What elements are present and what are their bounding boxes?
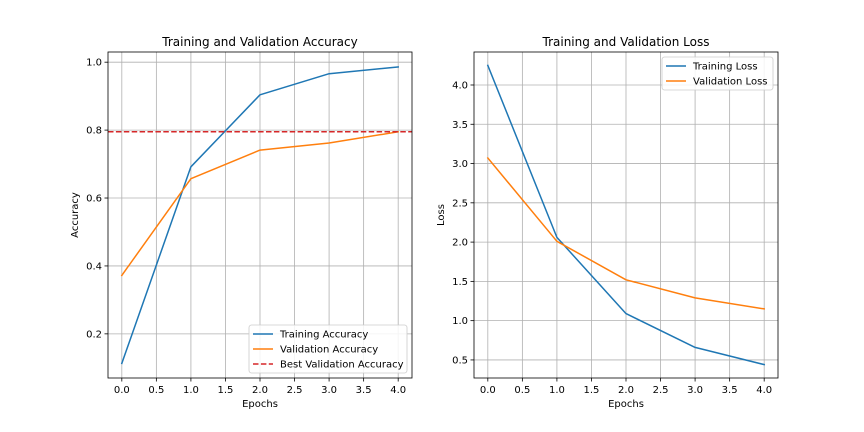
x-tick-label: 1.5 [218,385,234,396]
x-tick-label: 0.5 [148,385,164,396]
y-tick-label: 1.0 [86,58,102,69]
y-tick-label: 3.5 [452,120,468,131]
y-tick-label: 0.5 [452,355,468,366]
series-line-validation [120,130,400,277]
x-tick-label: 2.5 [287,385,303,396]
y-tick-label: 0.8 [86,126,102,137]
x-tick-label: 2.0 [618,385,634,396]
x-tick-label: 2.0 [252,385,268,396]
x-axis-label: Epochs [242,399,278,410]
legend-label-validation: Validation Accuracy [280,345,378,356]
x-tick-label: 2.5 [653,385,669,396]
x-axis-label: Epochs [608,399,644,410]
legend-label-training: Training Accuracy [279,330,368,341]
chart-loss: 0.0 0.5 1.0 1.5 2.0 2.5 3.0 3.5 4.0 0.5 1.0 1.5 2.0 2… [436,35,779,410]
chart-accuracy: 0.0 0.5 1.0 1.5 2.0 2.5 3.0 3.5 4.0 0.2 0.4 0.6 0.8 1… [70,35,413,410]
legend-label-training: Training Loss [692,62,758,73]
y-tick-label: 1.5 [452,277,468,288]
y-tick-label: 3.0 [452,159,468,170]
y-tick-label: 1.0 [452,316,468,327]
x-tick-label: 3.5 [722,385,738,396]
x-tick-label: 1.5 [584,385,600,396]
x-tick-label: 3.0 [321,385,337,396]
y-axis-label: Loss [436,204,447,226]
y-tick-label: 0.6 [86,194,102,205]
legend: Training Accuracy Validation Accuracy Best… [248,324,408,374]
legend-label-best-validation: Best Validation Accuracy [280,360,404,371]
legend-box [661,56,774,91]
x-tick-label: 4.0 [390,385,406,396]
legend-label-validation: Validation Loss [693,77,768,88]
x-tick-label: 3.0 [687,385,703,396]
x-tick-label: 1.0 [549,385,565,396]
series-line-training [120,66,400,365]
chart-title: Training and Validation Loss [542,35,710,49]
x-tick-label: 0.5 [514,385,530,396]
y-tick-label: 2.5 [452,198,468,209]
y-axis-label: Accuracy [70,192,81,238]
series-line-validation [486,156,766,310]
y-tick-label: 2.0 [452,238,468,249]
y-tick-label: 4.0 [452,80,468,91]
x-tick-label: 0.0 [114,385,130,396]
x-tick-label: 0.0 [480,385,496,396]
x-tick-label: 4.0 [756,385,772,396]
x-tick-label: 3.5 [356,385,372,396]
legend-box [248,324,408,374]
y-tick-label: 0.4 [86,261,102,272]
y-tick-label: 0.2 [86,329,102,340]
legend: Training Loss Validation Loss [661,56,774,91]
series-line-training [486,64,766,366]
x-tick-label: 1.0 [183,385,199,396]
chart-title: Training and Validation Accuracy [161,35,357,49]
